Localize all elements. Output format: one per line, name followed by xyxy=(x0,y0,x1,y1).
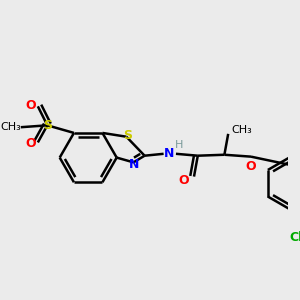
Text: O: O xyxy=(25,99,36,112)
Text: Cl: Cl xyxy=(289,231,300,244)
Text: S: S xyxy=(123,129,132,142)
Text: S: S xyxy=(43,119,52,132)
Text: O: O xyxy=(246,160,256,172)
Text: N: N xyxy=(129,158,140,171)
Text: O: O xyxy=(178,174,189,187)
Text: CH₃: CH₃ xyxy=(231,125,252,135)
Text: H: H xyxy=(175,140,183,150)
Text: CH₃: CH₃ xyxy=(1,122,22,132)
Text: O: O xyxy=(25,137,36,150)
Text: N: N xyxy=(164,147,175,160)
